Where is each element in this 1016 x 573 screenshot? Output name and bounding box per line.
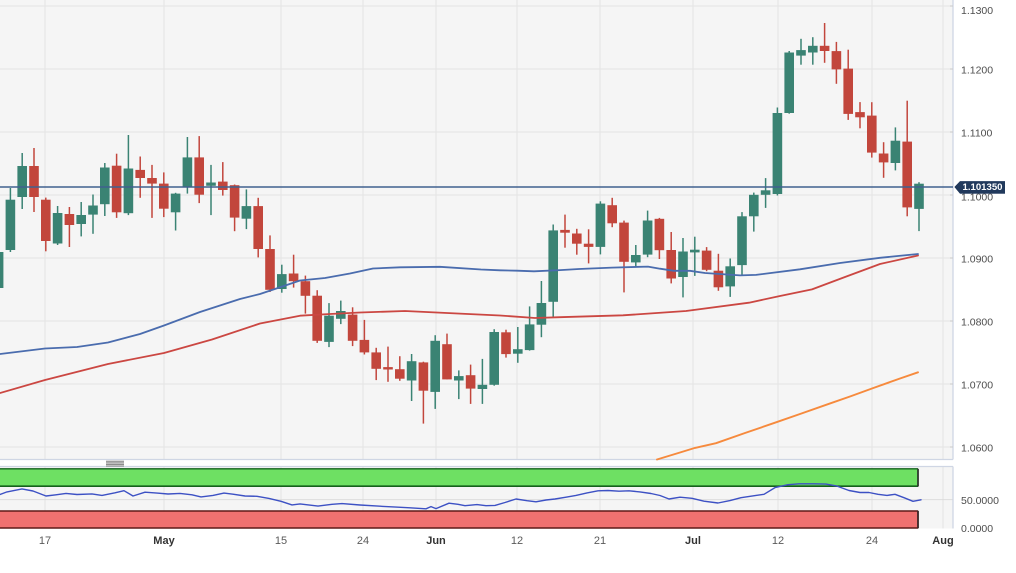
svg-text:50.0000: 50.0000 bbox=[961, 495, 999, 507]
svg-text:May: May bbox=[153, 535, 175, 547]
svg-text:12: 12 bbox=[772, 535, 784, 547]
svg-text:24: 24 bbox=[357, 535, 369, 547]
svg-text:Jul: Jul bbox=[685, 535, 701, 547]
svg-text:1.0800: 1.0800 bbox=[961, 316, 993, 328]
svg-text:1.1300: 1.1300 bbox=[961, 5, 993, 17]
svg-text:Aug: Aug bbox=[932, 535, 953, 547]
svg-text:1.1200: 1.1200 bbox=[961, 64, 993, 76]
svg-text:1.101350: 1.101350 bbox=[962, 182, 1002, 193]
svg-text:15: 15 bbox=[275, 535, 287, 547]
svg-text:12: 12 bbox=[511, 535, 523, 547]
svg-text:17: 17 bbox=[39, 535, 51, 547]
svg-text:1.1000: 1.1000 bbox=[961, 191, 993, 203]
svg-text:Jun: Jun bbox=[426, 535, 446, 547]
svg-text:24: 24 bbox=[866, 535, 878, 547]
svg-text:1.0900: 1.0900 bbox=[961, 253, 993, 265]
svg-text:1.1100: 1.1100 bbox=[961, 127, 992, 139]
svg-text:0.0000: 0.0000 bbox=[961, 523, 993, 535]
svg-text:1.0600: 1.0600 bbox=[961, 442, 993, 454]
svg-text:21: 21 bbox=[594, 535, 606, 547]
svg-text:1.0700: 1.0700 bbox=[961, 379, 993, 391]
